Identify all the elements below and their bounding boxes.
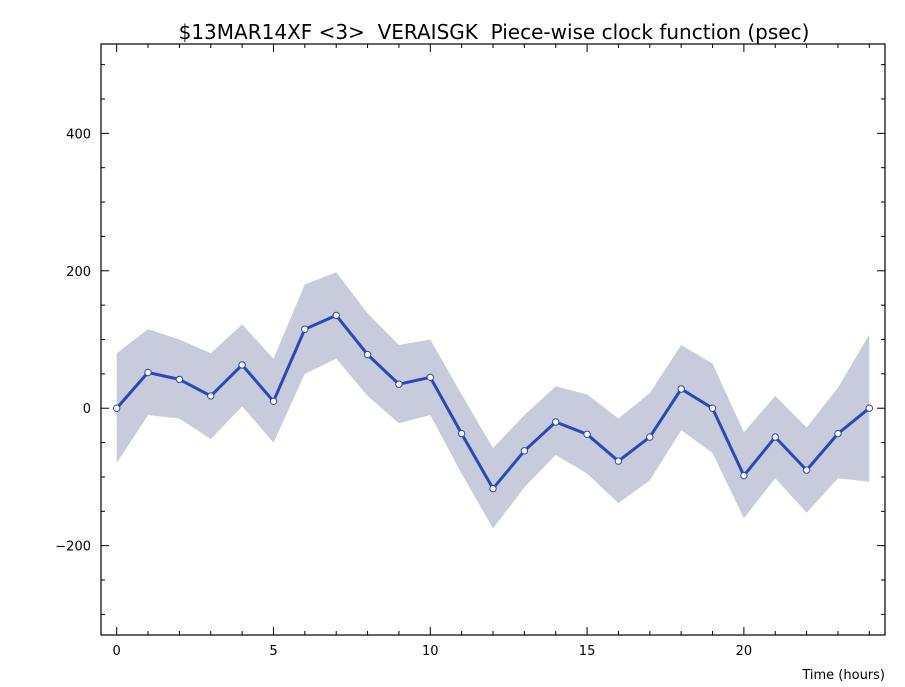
uncertainty-bands (116, 272, 870, 529)
y-tick-label: 200 (66, 265, 91, 280)
data-point (740, 471, 748, 480)
data-point (771, 433, 779, 441)
y-tick-label: 0 (83, 402, 91, 417)
data-point (583, 430, 591, 438)
data-point (301, 325, 309, 333)
data-point (269, 397, 278, 405)
data-point (708, 404, 717, 412)
data-point (520, 447, 529, 455)
series-0-band (116, 272, 870, 529)
data-point (802, 466, 811, 474)
data-point (677, 385, 685, 393)
data-point (144, 368, 152, 377)
y-tick-labels: −200 0 200 400 (55, 127, 91, 554)
data-point (113, 404, 121, 412)
x-tick-label: 5 (269, 644, 277, 659)
x-tick-label: 20 (736, 644, 753, 659)
data-point (865, 404, 873, 412)
data-point (175, 375, 184, 384)
data-point (207, 392, 215, 400)
y-tick-label: 400 (66, 127, 91, 142)
x-tick-label: 15 (579, 644, 596, 659)
x-axis-label: Time (hours) (801, 668, 885, 683)
data-point (489, 484, 497, 493)
x-tick-label: 0 (113, 644, 121, 659)
data-point (426, 373, 434, 381)
data-point (552, 418, 560, 426)
x-tick-labels: 0 5 10 15 20 (113, 644, 753, 659)
chart-title: $13MAR14XF <3> VERAISGK Piece-wise clock… (179, 20, 810, 44)
y-tick-label: −200 (55, 540, 91, 555)
data-point (238, 361, 246, 369)
plot-frame (100, 43, 886, 636)
data-point (646, 433, 654, 441)
x-tick-label: 10 (422, 644, 439, 659)
data-point (614, 457, 623, 465)
data-point (834, 429, 842, 438)
data-point (332, 311, 340, 320)
data-markers (113, 311, 873, 493)
data-point (395, 380, 403, 388)
data-point (363, 350, 372, 359)
data-point (457, 429, 466, 438)
axis-ticks (101, 44, 885, 635)
